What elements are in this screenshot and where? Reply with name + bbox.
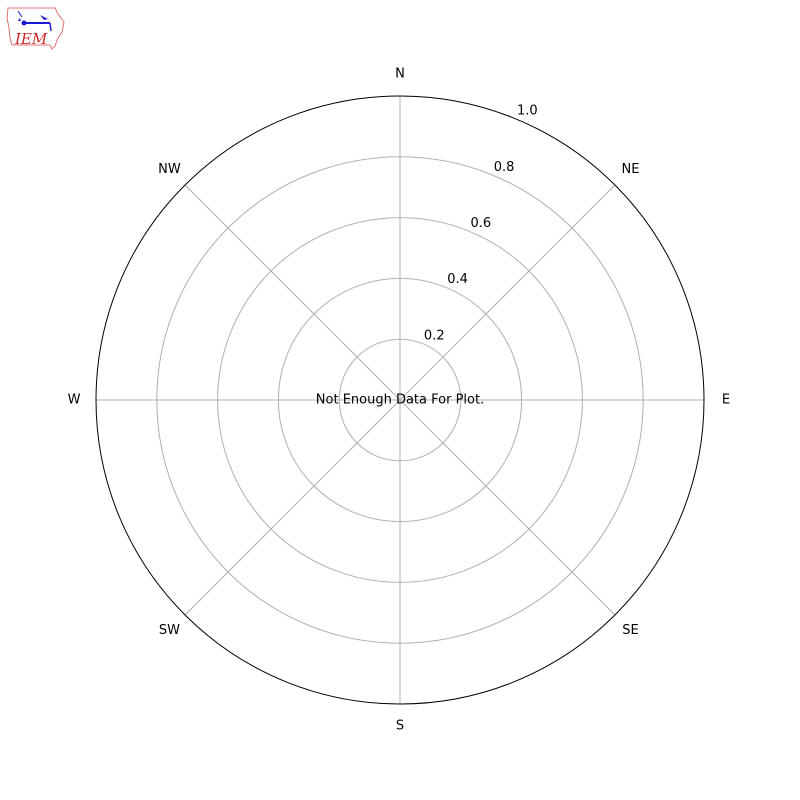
direction-label-n: N: [395, 67, 405, 82]
iem-logo: IEM: [6, 7, 65, 50]
radial-tick-label: 1.0: [517, 104, 538, 119]
direction-label-w: W: [68, 393, 81, 408]
radial-tick-label: 0.8: [494, 160, 515, 175]
angular-grid-line: [184, 399, 401, 616]
direction-label-se: SE: [622, 623, 638, 638]
no-data-message: Not Enough Data For Plot.: [316, 393, 484, 408]
angular-grid-line: [399, 184, 616, 401]
angular-grid-line: [399, 399, 616, 616]
radial-tick-label: 0.2: [424, 328, 445, 343]
logo-text: IEM: [14, 30, 48, 48]
radial-tick-label: 0.6: [470, 216, 491, 231]
polar-frame: [95, 95, 705, 705]
direction-label-sw: SW: [159, 623, 180, 638]
angular-grid-line: [184, 184, 401, 401]
direction-label-nw: NW: [158, 162, 181, 177]
direction-label-ne: NE: [622, 162, 640, 177]
radial-tick-label: 0.4: [447, 272, 468, 287]
direction-label-s: S: [396, 719, 404, 734]
direction-label-e: E: [722, 393, 730, 408]
